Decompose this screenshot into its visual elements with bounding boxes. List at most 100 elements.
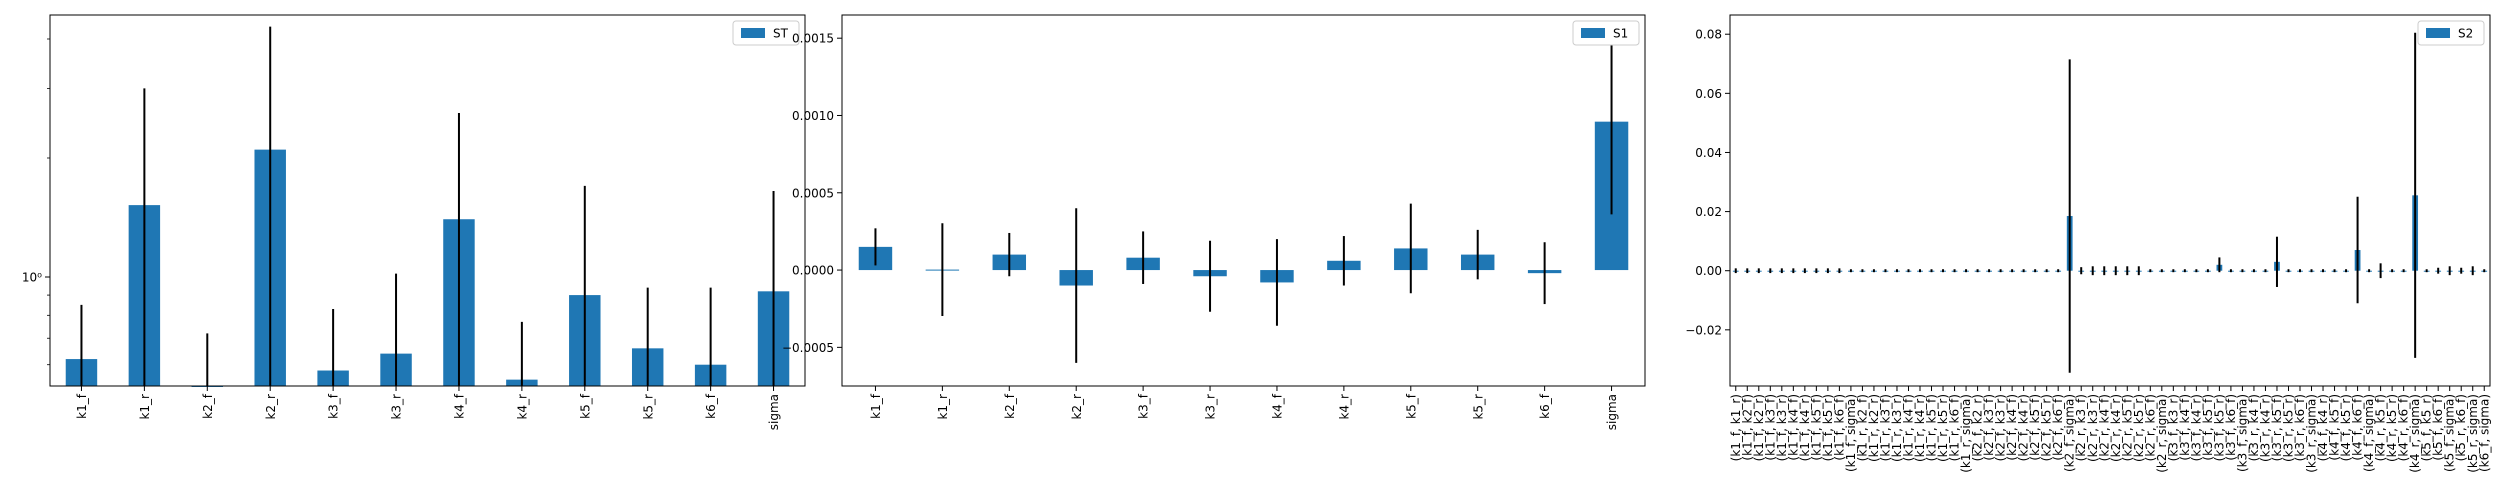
x-tick-label: (k1_r, k3_f) — [1878, 394, 1892, 461]
x-tick-label: (k5_f, k6_f) — [2431, 394, 2445, 461]
x-tick-label: (k4_r, k5_r) — [2385, 394, 2399, 462]
x-tick-label: (k1_r, k2_f) — [1855, 394, 1869, 461]
y-tick-label: −0.0005 — [782, 341, 834, 355]
x-tick-label: (k5_r, sigma) — [2466, 394, 2480, 473]
x-tick-label: k4_f — [453, 393, 467, 419]
x-tick-label: k3_r — [390, 394, 404, 420]
y-tick-label: 0.02 — [1695, 205, 1722, 219]
x-tick-label: (k2_r, k3_f) — [2074, 394, 2088, 461]
x-tick-label: (k2_f, k3_f) — [1982, 394, 1996, 461]
x-tick-label: k4_r — [515, 394, 529, 420]
x-tick-label: (k1_f, k5_f) — [1809, 394, 1823, 461]
x-tick-label: (k3_r, k4_f) — [2247, 394, 2261, 461]
y-tick-label: 0.08 — [1695, 28, 1722, 42]
x-tick-label: (k2_f, k4_r) — [2017, 394, 2031, 461]
x-tick-label: (k1_f, k6_f) — [1832, 394, 1846, 461]
x-tick-label: (k2_f, k5_f) — [2028, 394, 2042, 461]
y-tick-label: 0.0015 — [792, 32, 834, 46]
x-tick-label: (k2_r, sigma) — [2155, 394, 2169, 473]
x-tick-label: (k2_r, k4_f) — [2097, 394, 2111, 461]
x-tick-label: k1_f — [75, 393, 89, 419]
x-tick-label: (k1_r, k2_r) — [1867, 394, 1881, 462]
legend-label: S2 — [2458, 27, 2473, 41]
legend-box — [2417, 20, 2485, 46]
chart-1: k1_f k1_r k2_f k2_r k3_f k3_r k4_f k4_r k5_f k5_r… — [22, 14, 806, 430]
legend-label: ST — [773, 27, 789, 41]
x-tick-label: (k4_r, sigma) — [2408, 394, 2422, 473]
x-tick-label: (k3_f, k4_r) — [2189, 394, 2203, 461]
x-tick-label: (k2_f, k2_r) — [1971, 394, 1985, 461]
x-tick-label: (k1_f, k4_r) — [1798, 394, 1812, 461]
x-tick-label: (k1_f, k2_f) — [1740, 394, 1754, 461]
y-tick-label: 0.0010 — [792, 109, 834, 123]
y-tick-label: 0.04 — [1695, 146, 1722, 160]
x-tick-label: (k3_r, k6_f) — [2293, 394, 2307, 461]
x-tick-label: (k6_f, sigma) — [2477, 394, 2491, 472]
x-tick-label: (k3_f, k5_r) — [2212, 394, 2226, 461]
x-tick-label: (k3_r, k5_f) — [2270, 394, 2284, 461]
x-tick-label: (k3_r, sigma) — [2305, 394, 2319, 473]
x-tick-label: k1_r — [936, 394, 950, 420]
x-tick-label: k4_f — [1271, 393, 1285, 419]
x-tick-label: (k1_r, k5_f) — [1925, 394, 1939, 461]
x-tick-label: k2_r — [1070, 394, 1084, 420]
axes-frame — [1729, 14, 2491, 387]
x-tick-label: (k3_f, k6_f) — [2224, 394, 2238, 461]
x-tick-label: (k2_f, k3_r) — [1994, 394, 2008, 461]
legend: ST — [732, 20, 800, 46]
x-tick-label: k3_f — [1137, 393, 1151, 419]
axes-frame — [841, 14, 1646, 387]
x-tick-label: k3_f — [327, 393, 341, 419]
y-tick-label: 0.0000 — [792, 264, 834, 278]
x-tick-label: (k1_f, k2_r) — [1752, 394, 1766, 461]
x-tick-label: (k3_f, k4_f) — [2178, 394, 2192, 461]
x-tick-label: (k1_f, sigma) — [1844, 394, 1858, 472]
legend-label: S1 — [1613, 27, 1628, 41]
x-tick-label: (k3_r, k4_r) — [2258, 394, 2272, 462]
x-tick-label: k2_f — [1003, 393, 1017, 419]
y-tick-label: 10⁰ — [22, 271, 42, 285]
x-tick-label: (k4_r, k5_f) — [2374, 394, 2388, 461]
x-tick-label: (k1_f, k3_r) — [1775, 394, 1789, 461]
x-tick-label: (k2_f, sigma) — [2063, 394, 2077, 472]
x-tick-label: (k1_r, k3_r) — [1890, 394, 1904, 462]
x-tick-label: (k2_f, k4_f) — [2005, 394, 2019, 461]
legend-swatch — [741, 28, 765, 38]
legend: S2 — [2417, 20, 2485, 46]
legend-swatch — [2426, 28, 2450, 38]
x-tick-label: (k2_r, k6_f) — [2143, 394, 2157, 461]
axes-frame — [49, 14, 806, 387]
x-tick-label: (k2_f, k5_r) — [2040, 394, 2054, 461]
x-tick-label: (k3_f, sigma) — [2235, 394, 2249, 472]
x-tick-label: (k5_f, sigma) — [2443, 394, 2457, 472]
x-tick-label: k5_f — [578, 393, 592, 419]
x-tick-label: (k1_r, k6_f) — [1948, 394, 1962, 461]
x-tick-label: sigma — [767, 394, 781, 430]
x-tick-label: (k1_r, sigma) — [1959, 394, 1973, 473]
x-tick-label: (k3_r, k5_r) — [2282, 394, 2296, 462]
legend-box — [1572, 20, 1640, 46]
x-tick-label: (k1_r, k4_r) — [1913, 394, 1927, 462]
x-tick-label: k1_f — [869, 393, 883, 419]
legend: S1 — [1572, 20, 1640, 46]
x-tick-label: (k2_r, k5_r) — [2132, 394, 2146, 462]
x-tick-label: k1_r — [138, 394, 152, 420]
x-tick-label: (k1_f, k3_f) — [1763, 394, 1777, 461]
x-tick-label: (k1_f, k4_f) — [1786, 394, 1800, 461]
x-tick-label: k2_f — [201, 393, 215, 419]
x-tick-label: (k5_r, k6_f) — [2454, 394, 2468, 461]
x-tick-label: (k2_r, k3_r) — [2086, 394, 2100, 462]
x-tick-label: (k4_f, k6_f) — [2351, 394, 2365, 461]
x-tick-label: k5_r — [1471, 394, 1485, 420]
x-tick-label: sigma — [1605, 394, 1619, 430]
x-tick-label: k5_r — [641, 394, 655, 420]
x-tick-label: k6_f — [1538, 393, 1552, 419]
x-tick-label: (k1_r, k5_r) — [1936, 394, 1950, 462]
x-tick-label: (k2_r, k5_f) — [2120, 394, 2134, 461]
x-tick-label: (k5_f, k5_r) — [2420, 394, 2434, 461]
y-tick-label: −0.02 — [1685, 323, 1722, 337]
x-tick-label: k2_r — [264, 394, 278, 420]
x-tick-label: k4_r — [1337, 394, 1351, 420]
x-tick-label: k5_f — [1404, 393, 1418, 419]
